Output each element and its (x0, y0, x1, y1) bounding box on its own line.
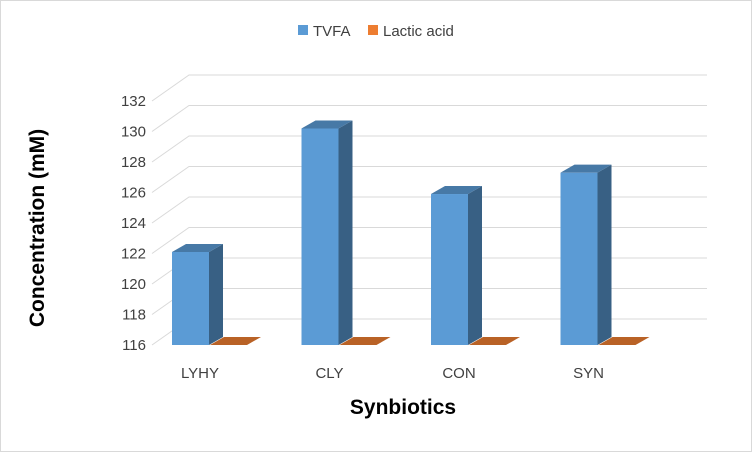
y-tick-label: 120 (121, 276, 146, 293)
y-tick-label: 132 (121, 93, 146, 110)
bar-tvfa-cly (301, 120, 353, 345)
bars (172, 120, 650, 345)
bar-lactic-acid-con (469, 337, 520, 345)
gridline (151, 288, 707, 315)
x-tick-label: CLY (315, 365, 343, 382)
legend-swatch-lactic-acid (368, 25, 378, 35)
y-tick-label: 116 (122, 337, 146, 354)
y-tick-label: 126 (121, 185, 146, 202)
gridline (151, 257, 707, 285)
legend-label-lactic-acid: Lactic acid (383, 23, 454, 40)
bar-lactic-acid-cly (339, 337, 391, 345)
bar-tvfa-lyhy (172, 243, 223, 345)
y-tick-label: 130 (121, 124, 146, 141)
y-tick-label: 124 (121, 215, 146, 232)
y-axis-title: Concentration (mM) (26, 129, 49, 327)
bar-lactic-acid-lyhy (210, 337, 261, 345)
y-tick-label: 118 (122, 307, 146, 324)
legend-label-tvfa: TVFA (313, 23, 351, 40)
legend: TVFA Lactic acid (298, 23, 454, 40)
bar-tvfa-con (431, 186, 482, 345)
y-tick-label: 122 (121, 246, 146, 263)
gridlines (151, 74, 707, 346)
bar-lactic-acid-syn (598, 337, 650, 345)
x-tick-labels: LYHY CLY CON SYN (181, 365, 604, 382)
gridline (151, 74, 707, 102)
gridline (151, 166, 707, 193)
bar-tvfa-syn (560, 164, 612, 345)
gridline (151, 227, 707, 254)
x-tick-label: SYN (573, 365, 604, 382)
gridline (151, 135, 707, 163)
y-tick-labels: 116 118 120 122 124 126 128 130 132 (121, 93, 146, 354)
x-tick-label: CON (442, 365, 475, 382)
gridline (151, 196, 707, 224)
x-axis-title: Synbiotics (350, 396, 456, 419)
gridline (151, 105, 707, 132)
y-tick-label: 128 (121, 154, 146, 171)
legend-swatch-tvfa (298, 25, 308, 35)
x-tick-label: LYHY (181, 365, 219, 382)
